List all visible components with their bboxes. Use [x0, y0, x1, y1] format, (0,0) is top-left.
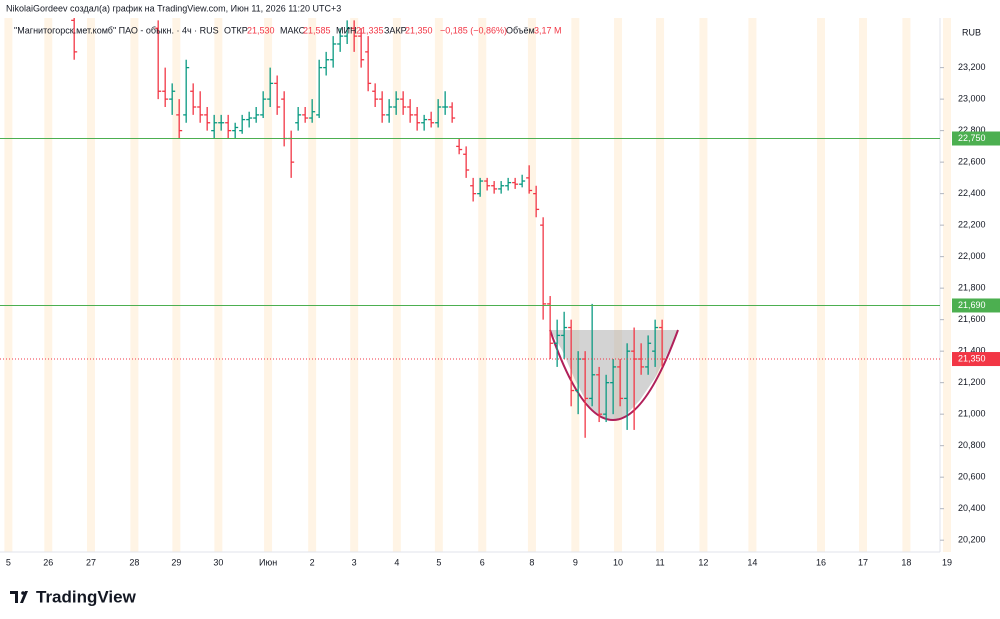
- price-label-bg: [952, 298, 1000, 313]
- y-tick-label: 23,000: [958, 93, 986, 103]
- y-tick-label: 21,200: [958, 377, 986, 387]
- session-band: [942, 18, 951, 552]
- y-tick-label: 20,800: [958, 440, 986, 450]
- session-band: [214, 18, 223, 552]
- x-tick-label: 14: [747, 557, 757, 567]
- currency: RUB: [962, 27, 981, 37]
- session-band: [817, 18, 826, 552]
- x-tick-label: 5: [6, 557, 11, 567]
- session-band: [350, 18, 359, 552]
- y-tick-label: 20,400: [958, 503, 986, 513]
- session-band: [44, 18, 53, 552]
- y-tick-label: 21,800: [958, 283, 986, 293]
- session-band: [172, 18, 181, 552]
- session-band: [699, 18, 708, 552]
- session-band: [571, 18, 580, 552]
- session-band: [656, 18, 665, 552]
- x-tick-label: 19: [942, 557, 952, 567]
- legend-volume: 3,17 M: [534, 25, 562, 35]
- legend-value: 21,350: [405, 25, 433, 35]
- session-band: [392, 18, 401, 552]
- x-tick-label: 5: [436, 557, 441, 567]
- brand-name: TradingView: [36, 587, 137, 606]
- x-tick-label: 9: [573, 557, 578, 567]
- legend-label: МАКС: [280, 25, 306, 35]
- x-tick-label: 16: [816, 557, 826, 567]
- x-tick-label: 12: [698, 557, 708, 567]
- session-bands: [4, 18, 951, 552]
- session-band: [527, 18, 536, 552]
- legend-label: ОТКР: [224, 25, 248, 35]
- session-band: [434, 18, 443, 552]
- x-tick-label: 30: [213, 557, 223, 567]
- y-tick-label: 21,400: [958, 346, 986, 356]
- legend-value: 21,585: [303, 25, 331, 35]
- y-tick-label: 22,200: [958, 220, 986, 230]
- session-band: [264, 18, 273, 552]
- x-tick-label: 4: [394, 557, 399, 567]
- y-tick-label: 23,200: [958, 62, 986, 72]
- x-tick-label: 18: [901, 557, 911, 567]
- x-tick-label: 17: [858, 557, 868, 567]
- session-band: [478, 18, 487, 552]
- x-tick-label: 29: [171, 557, 181, 567]
- x-tick-label: 28: [129, 557, 139, 567]
- legend-label: ЗАКР: [384, 25, 407, 35]
- session-band: [748, 18, 757, 552]
- y-tick-label: 22,000: [958, 251, 986, 261]
- y-tick-label: 22,800: [958, 125, 986, 135]
- y-tick-label: 21,000: [958, 409, 986, 419]
- y-tick-label: 20,600: [958, 472, 986, 482]
- legend-label: Объём: [506, 25, 535, 35]
- y-tick-label: 22,400: [958, 188, 986, 198]
- legend-label: МИН: [336, 25, 356, 35]
- session-band: [86, 18, 95, 552]
- y-tick-label: 20,200: [958, 535, 986, 545]
- session-band: [859, 18, 868, 552]
- x-tick-label: 10: [613, 557, 623, 567]
- credit: NikolaiGordeev создал(а) график на Tradi…: [6, 3, 341, 13]
- brand-logo: TradingView: [10, 587, 137, 606]
- y-tick-label: 21,600: [958, 314, 986, 324]
- x-tick-label: 11: [655, 557, 664, 567]
- symbol-title: "Магнитогорск.мет.комб" ПАО - обыкн. · 4…: [14, 25, 219, 35]
- x-tick-label: Июн: [259, 557, 277, 567]
- price-label-bg: [952, 131, 1000, 146]
- session-band: [130, 18, 139, 552]
- logo-dot: [21, 591, 25, 595]
- y-tick-label: 22,600: [958, 157, 986, 167]
- session-band: [4, 18, 13, 552]
- x-tick-label: 27: [86, 557, 96, 567]
- session-band: [308, 18, 317, 552]
- price-label-bg: [952, 352, 1000, 367]
- x-tick-label: 26: [43, 557, 53, 567]
- cup-fill: [550, 330, 678, 421]
- session-band: [614, 18, 623, 552]
- legend-change: −0,185 (−0,86%): [440, 25, 507, 35]
- x-tick-label: 2: [310, 557, 315, 567]
- x-tick-label: 6: [480, 557, 485, 567]
- session-band: [902, 18, 911, 552]
- price-label: 22,750: [958, 133, 986, 143]
- legend: "Магнитогорск.мет.комб" ПАО - обыкн. · 4…: [14, 25, 562, 35]
- price-label: 21,690: [958, 300, 986, 310]
- price-label: 21,350: [958, 353, 986, 363]
- x-tick-label: 3: [352, 557, 357, 567]
- legend-value: 21,335: [356, 25, 384, 35]
- logo-icon: [10, 591, 28, 603]
- x-tick-label: 8: [529, 557, 534, 567]
- cup-curve: [549, 329, 679, 421]
- legend-value: 21,530: [247, 25, 275, 35]
